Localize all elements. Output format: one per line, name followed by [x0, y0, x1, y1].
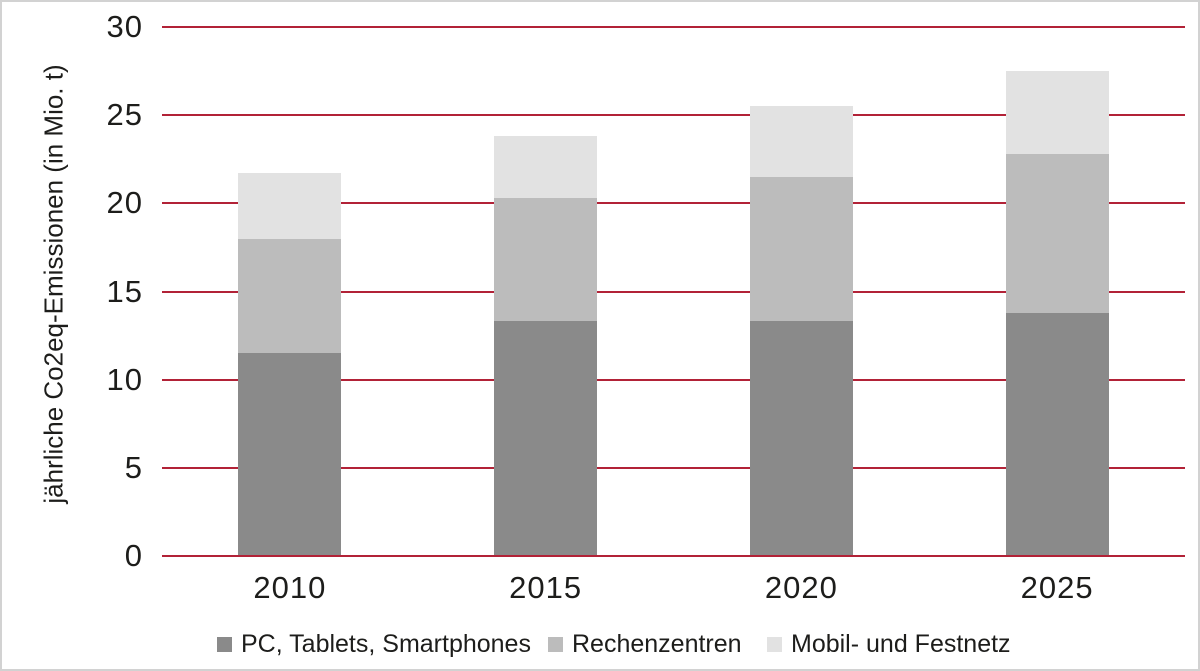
x-tick-label: 2015: [509, 570, 583, 605]
y-tick-label: 0: [124, 538, 143, 573]
legend-swatch: [767, 636, 782, 652]
legend-swatch: [548, 636, 563, 652]
bar-2015-segment: [494, 321, 598, 556]
gridline-5: [162, 466, 1185, 469]
gridline-15: [162, 290, 1185, 293]
y-tick-label: 5: [124, 449, 143, 485]
x-tick-label: 2010: [253, 570, 327, 605]
legend-item: PC, Tablets, Smartphones: [217, 630, 531, 658]
legend-label: PC, Tablets, Smartphones: [241, 630, 531, 658]
bar-2025-segment: [1005, 71, 1109, 154]
bar-2020-segment: [749, 106, 853, 177]
x-tick-label: 2020: [764, 570, 838, 605]
y-tick-label: 25: [106, 97, 143, 133]
bar-2020-segment: [749, 321, 853, 556]
bar-2015-segment: [494, 136, 598, 199]
bar-2010-segment: [238, 353, 342, 556]
bar-2010-segment: [238, 238, 342, 354]
legend-label: Rechenzentren: [572, 630, 742, 658]
legend-label: Mobil- und Festnetz: [791, 630, 1011, 658]
gridline-30: [162, 26, 1185, 28]
bar-2025-segment: [1005, 312, 1109, 556]
gridline-25: [162, 114, 1185, 117]
legend-item: Mobil- und Festnetz: [767, 630, 1011, 658]
bar-2020-segment: [749, 176, 853, 322]
legend-swatch: [217, 636, 232, 652]
legend-item: Rechenzentren: [548, 630, 742, 658]
bar-2015-segment: [494, 198, 598, 322]
bar-2025-segment: [1005, 153, 1109, 313]
y-tick-label: 10: [106, 361, 143, 397]
x-tick-label: 2025: [1020, 570, 1094, 605]
y-tick-label: 20: [106, 185, 143, 221]
gridline-10: [162, 378, 1185, 381]
bar-2010-segment: [238, 173, 342, 239]
y-tick-label: 30: [106, 9, 143, 44]
gridline-0: [162, 555, 1185, 557]
gridline-20: [162, 202, 1185, 205]
y-tick-label: 15: [106, 273, 143, 309]
